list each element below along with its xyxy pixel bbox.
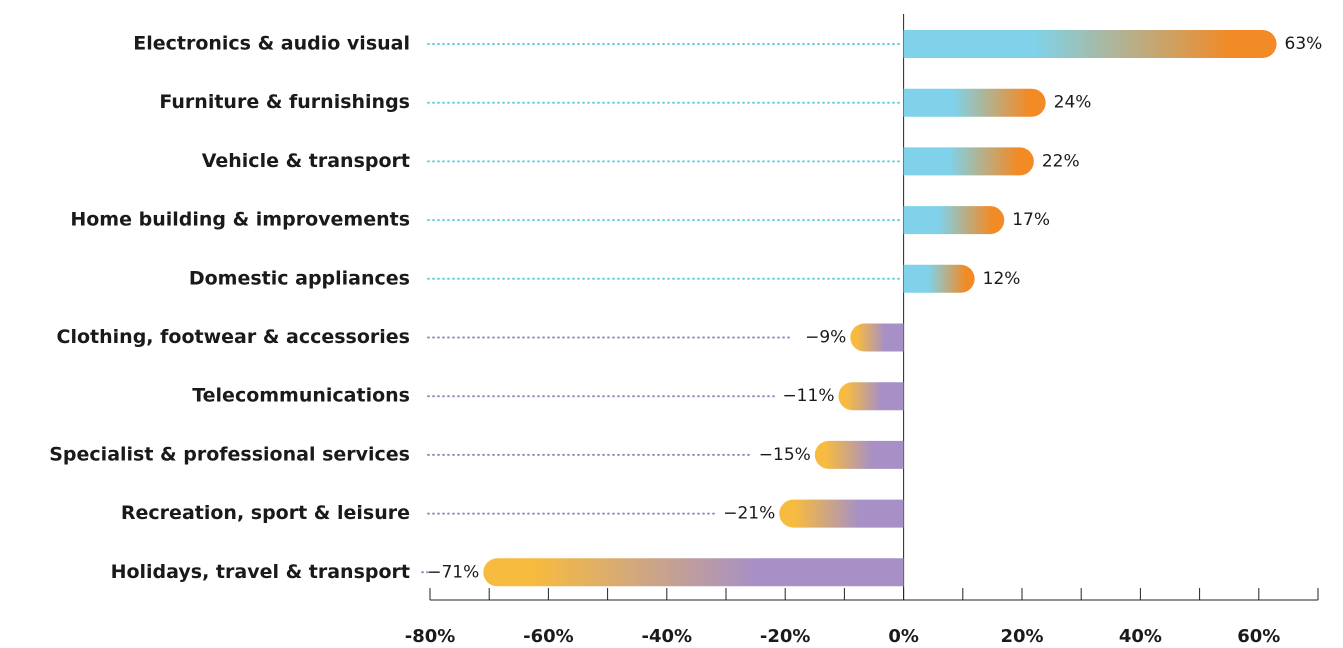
value-label: −21%	[723, 504, 775, 524]
x-tick-label: -60%	[523, 626, 574, 647]
category-label: Clothing, footwear & accessories	[57, 326, 410, 348]
category-label: Telecommunications	[192, 385, 410, 407]
value-label: 12%	[983, 269, 1021, 289]
bar	[903, 147, 1034, 176]
category-label: Holidays, travel & transport	[111, 561, 410, 583]
bar	[903, 206, 1005, 235]
bar	[814, 440, 904, 469]
bar	[483, 558, 904, 587]
x-tick-label: 40%	[1119, 626, 1162, 647]
value-label: 24%	[1054, 93, 1092, 113]
value-label: −15%	[759, 445, 811, 465]
x-tick-label: 20%	[1000, 626, 1043, 647]
value-label: −71%	[427, 562, 479, 582]
category-label: Recreation, sport & leisure	[121, 502, 410, 524]
value-label: −9%	[805, 328, 846, 348]
value-label: 63%	[1285, 34, 1323, 54]
bar	[850, 323, 904, 352]
category-label: Vehicle & transport	[202, 150, 410, 172]
bar	[903, 264, 975, 293]
value-label: 22%	[1042, 151, 1080, 171]
category-label: Specialist & professional services	[49, 443, 410, 465]
x-tick-label: -40%	[642, 626, 693, 647]
category-label: Furniture & furnishings	[159, 91, 410, 113]
bar	[779, 499, 904, 528]
category-label: Domestic appliances	[189, 267, 410, 289]
value-label: −11%	[782, 386, 834, 406]
x-tick-label: -20%	[760, 626, 811, 647]
category-label: Electronics & audio visual	[133, 33, 410, 55]
value-label: 17%	[1012, 210, 1050, 230]
x-tick-label: -80%	[405, 626, 456, 647]
bar	[838, 382, 904, 411]
x-tick-label: 60%	[1237, 626, 1280, 647]
category-label: Home building & improvements	[70, 209, 410, 231]
bar	[903, 88, 1046, 117]
bar	[903, 30, 1277, 59]
x-tick-label: 0%	[888, 626, 919, 647]
